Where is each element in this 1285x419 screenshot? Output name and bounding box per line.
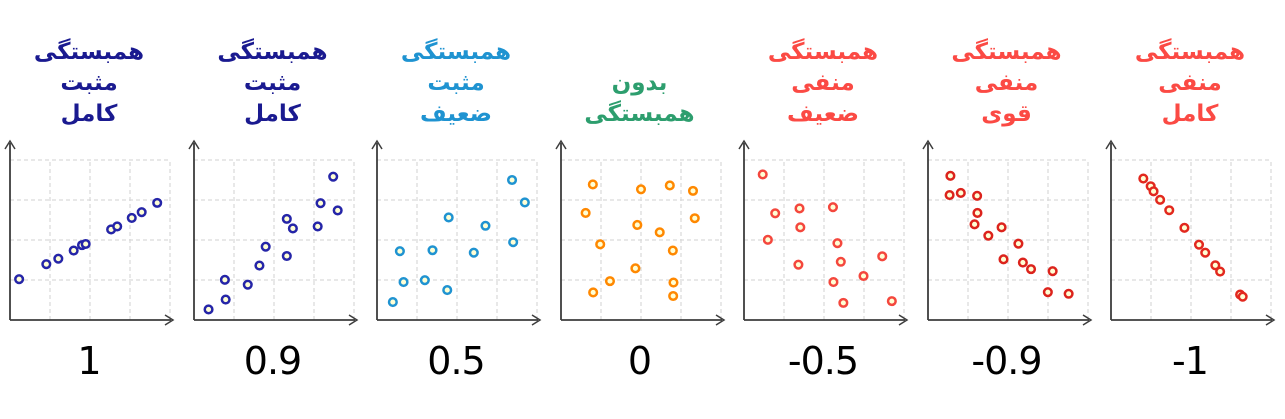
scatter-plot xyxy=(371,139,542,326)
panel-title-line: همبستگی xyxy=(584,101,695,127)
correlation-value: 0.9 xyxy=(243,339,302,383)
panel-title-line: بدون xyxy=(611,70,668,96)
panel-title: همبستگی منفی کامل xyxy=(1104,8,1276,130)
scatter-plot xyxy=(921,139,1092,326)
panel-title-line: همبستگی xyxy=(400,39,512,65)
correlation-panel-5: همبستگی منفی ضعیف -0.5 xyxy=(734,8,918,419)
panel-title-line: مثبت xyxy=(60,70,118,96)
panel-title-line: همبستگی xyxy=(767,39,879,65)
panel-title-line: منفی xyxy=(1158,70,1222,96)
panel-title: همبستگی منفی ضعیف xyxy=(737,8,909,130)
panel-title-line: ضعیف xyxy=(420,101,492,127)
correlation-panel-4: بدون همبستگی 0 xyxy=(551,8,735,419)
panel-title: همبستگی مثبت ضعیف xyxy=(370,8,542,130)
scatter-plot xyxy=(1105,139,1276,326)
panel-title: همبستگی منفی قوی xyxy=(921,8,1093,130)
panel-title-line: کامل xyxy=(244,101,301,127)
correlation-value: -0.9 xyxy=(971,339,1042,383)
correlation-panel-7: همبستگی منفی کامل -1 xyxy=(1101,8,1285,419)
panel-title-line: منفی xyxy=(791,70,855,96)
panel-title-line: همبستگی xyxy=(33,39,145,65)
correlation-value: -1 xyxy=(1172,339,1209,383)
panel-title-line: کامل xyxy=(1161,101,1219,127)
panel-title-line: منفی xyxy=(974,70,1039,96)
panel-title-line: ضعیف xyxy=(787,101,859,127)
correlation-value: -0.5 xyxy=(787,339,859,383)
scatter-plot xyxy=(187,139,358,326)
correlation-panel-6: همبستگی منفی قوی -0.9 xyxy=(918,8,1102,419)
correlation-panel-3: همبستگی مثبت ضعیف 0.5 xyxy=(367,8,551,419)
panel-title-line: همبستگی xyxy=(951,39,1062,65)
panel-title-line: همبستگی xyxy=(1134,39,1246,65)
panel-title: همبستگی مثبت کامل xyxy=(3,8,175,130)
correlation-value: 0 xyxy=(627,339,652,383)
panel-title: همبستگی مثبت کامل xyxy=(187,8,359,130)
correlation-panel-1: همبستگی مثبت کامل 1 xyxy=(0,8,184,419)
correlation-value: 0.5 xyxy=(427,339,485,383)
correlation-value: 1 xyxy=(77,339,101,383)
panel-title-line: قوی xyxy=(981,101,1032,127)
panel-title-line: همبستگی xyxy=(217,39,328,65)
panel-title-line: کامل xyxy=(60,101,118,127)
scatter-plot xyxy=(4,139,175,326)
correlation-panel-2: همبستگی مثبت کامل 0.9 xyxy=(184,8,368,419)
scatter-plot xyxy=(554,139,725,326)
scatter-plot xyxy=(738,139,909,326)
panel-title: بدون همبستگی xyxy=(554,8,726,130)
panel-title-line: مثبت xyxy=(243,70,302,96)
panel-title-line: مثبت xyxy=(427,70,485,96)
